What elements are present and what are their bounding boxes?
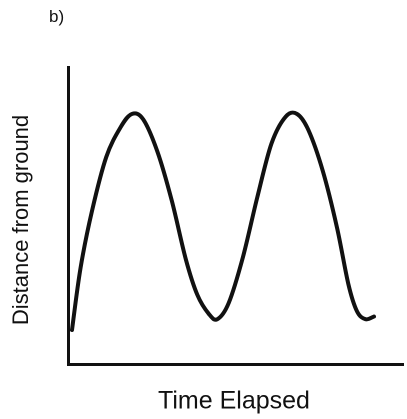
series-line-0 bbox=[72, 113, 374, 330]
y-axis-label: Distance from ground bbox=[10, 115, 32, 325]
x-axis-label: Time Elapsed bbox=[158, 389, 310, 414]
series-group bbox=[72, 113, 374, 330]
